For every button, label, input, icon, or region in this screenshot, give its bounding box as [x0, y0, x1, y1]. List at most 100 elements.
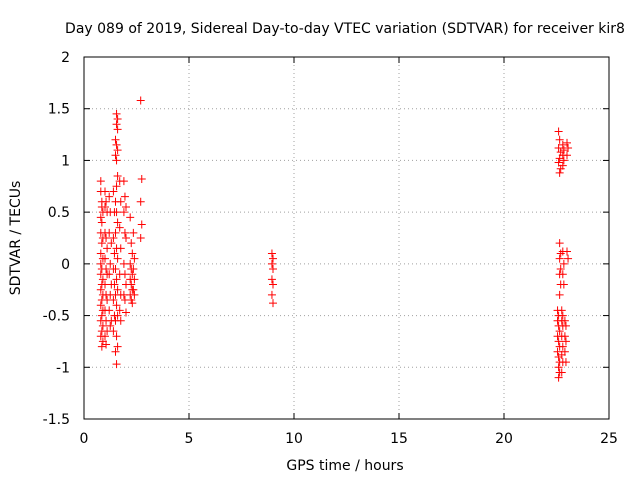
data-point — [113, 342, 122, 351]
x-tick-label: 15 — [390, 431, 408, 447]
data-point — [105, 270, 114, 279]
x-tick-label: 0 — [80, 431, 89, 447]
plot-frame — [83, 56, 610, 420]
data-point — [113, 171, 122, 180]
data-point — [128, 270, 137, 279]
data-point — [122, 308, 130, 317]
data-point — [557, 306, 566, 315]
y-axis-title: SDTVAR / TECUs — [8, 181, 24, 296]
data-point — [122, 202, 130, 211]
data-points — [96, 96, 573, 382]
data-point — [112, 275, 121, 284]
data-point — [553, 347, 562, 356]
data-point — [130, 290, 139, 299]
x-tick-label: 10 — [285, 431, 303, 447]
data-point — [556, 249, 565, 258]
data-point — [129, 265, 138, 274]
data-point — [559, 259, 568, 268]
data-point — [119, 177, 128, 186]
data-point — [267, 290, 276, 299]
data-point — [130, 254, 139, 263]
data-point — [558, 342, 567, 351]
data-point — [102, 265, 111, 274]
data-point — [105, 192, 114, 201]
data-point — [128, 249, 137, 258]
data-point — [126, 259, 135, 268]
data-point — [561, 321, 570, 330]
data-point — [555, 239, 564, 248]
y-tick-label: 1.5 — [48, 102, 70, 118]
data-point — [554, 363, 563, 372]
data-point — [559, 146, 568, 155]
data-point — [554, 144, 563, 153]
y-tick-label: 0.5 — [48, 205, 70, 221]
data-point — [136, 197, 145, 206]
data-point — [559, 156, 568, 165]
data-point — [560, 347, 569, 356]
data-point — [112, 182, 121, 191]
data-point — [558, 140, 567, 149]
data-point — [109, 234, 118, 242]
data-point — [560, 316, 569, 325]
x-tick-label: 5 — [185, 431, 194, 447]
y-tick-label: -1 — [56, 360, 70, 376]
data-point — [269, 280, 277, 289]
data-point — [554, 337, 563, 346]
data-point — [129, 228, 138, 237]
data-point — [113, 311, 122, 320]
data-point — [129, 285, 138, 294]
data-point — [96, 301, 105, 310]
data-point — [111, 135, 120, 144]
data-point — [559, 280, 568, 289]
data-point — [101, 254, 109, 263]
data-point — [555, 135, 564, 144]
data-point — [555, 168, 564, 177]
data-point — [102, 340, 111, 349]
data-point — [101, 187, 109, 196]
chart-title: Day 089 of 2019, Sidereal Day-to-day VTE… — [65, 21, 625, 37]
data-point — [112, 140, 121, 149]
data-point — [96, 259, 105, 268]
data-point — [110, 249, 119, 258]
data-point — [563, 247, 571, 256]
data-point — [109, 327, 118, 336]
data-point — [116, 244, 125, 253]
data-point — [109, 187, 118, 196]
data-point — [267, 275, 276, 284]
data-point — [558, 161, 567, 170]
data-point — [96, 249, 105, 258]
data-point — [98, 321, 107, 330]
data-point — [101, 332, 109, 341]
data-point — [555, 290, 564, 299]
data-point — [111, 228, 120, 237]
data-point — [113, 146, 122, 155]
data-point — [561, 358, 570, 367]
data-point — [113, 115, 122, 124]
data-point — [102, 197, 111, 206]
data-point — [554, 373, 563, 382]
data-point — [127, 239, 136, 248]
data-point — [126, 213, 135, 222]
data-point — [128, 299, 137, 308]
data-point — [97, 342, 106, 351]
data-point — [560, 332, 569, 341]
data-point — [137, 175, 146, 184]
data-point — [97, 311, 106, 320]
data-point — [557, 368, 566, 377]
data-point — [96, 177, 105, 186]
data-point — [111, 347, 120, 356]
data-point — [112, 301, 121, 310]
x-tick-label: 25 — [600, 431, 618, 447]
data-point — [98, 275, 107, 284]
data-point — [564, 254, 573, 263]
data-point — [115, 223, 124, 232]
data-point — [563, 138, 571, 147]
data-point — [112, 156, 121, 165]
y-tick-label: -0.5 — [43, 309, 70, 325]
data-point — [111, 265, 120, 274]
data-point — [103, 244, 112, 253]
data-point — [120, 228, 129, 237]
data-point — [269, 299, 277, 308]
y-tick-label: 1 — [61, 153, 70, 169]
